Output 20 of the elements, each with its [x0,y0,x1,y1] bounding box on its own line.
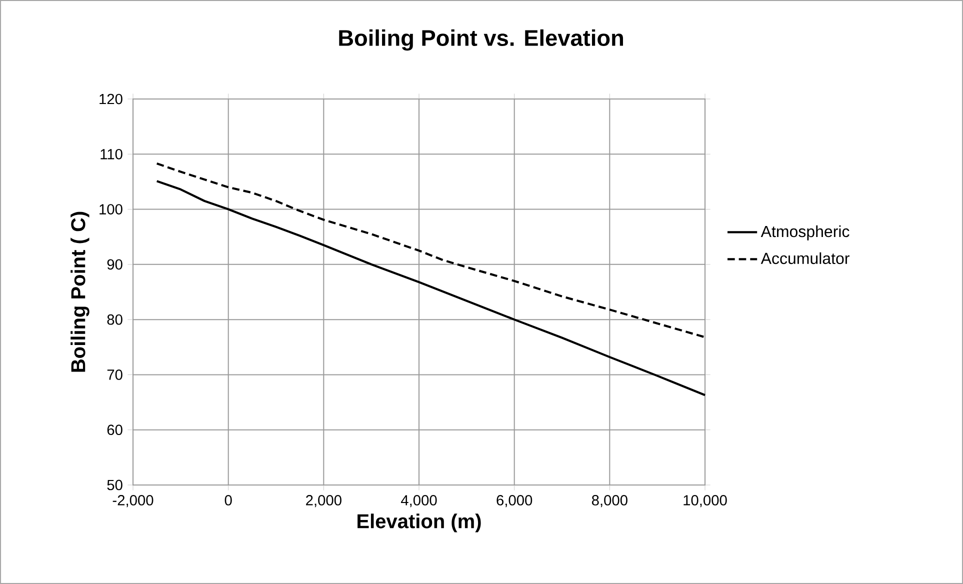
y-tick-label: 120 [100,94,122,104]
y-tick-label: 90 [107,259,122,270]
x-tick-label: 4,000 [400,495,437,508]
chart-title: Boiling Point vs. Elevation [339,29,623,51]
y-tick-label: 80 [107,314,122,325]
x-tick-label: 8,000 [592,495,628,508]
x-axis-title: Elevation (m) [358,514,481,532]
legend-label: Atmospheric [760,225,850,240]
x-tick-label: -2,000 [112,495,154,508]
y-tick-label: 70 [107,370,122,380]
y-tick-label: 110 [100,148,122,160]
x-tick-label: 0 [224,495,232,506]
x-tick-label: 10,000 [684,495,727,508]
y-tick-label: 60 [107,424,122,436]
x-tick-label: 6,000 [496,495,532,508]
y-tick-label: 50 [107,480,122,490]
legend-label: Accumulator [760,252,850,264]
x-tick-label: 2,000 [306,495,342,508]
y-tick-label: 100 [100,204,122,214]
y-axis-title: Boiling Point ( C) [70,212,90,372]
